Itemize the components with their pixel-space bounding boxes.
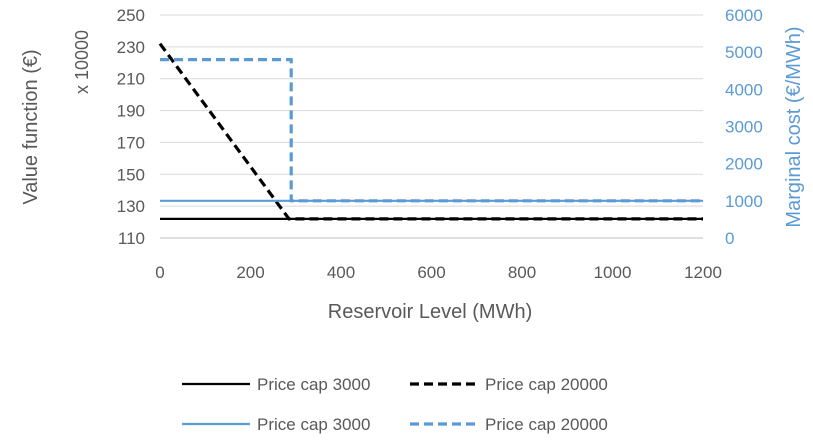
x-tick-label-0: 0 <box>155 263 164 282</box>
y-left-tick-label-5: 210 <box>117 70 145 89</box>
series-line-1 <box>158 42 703 221</box>
y-right-tick-label-0: 0 <box>725 229 734 248</box>
y-right-tick-label-6: 6000 <box>725 6 763 25</box>
y-left-tick-label-6: 230 <box>117 38 145 57</box>
legend-label-3: Price cap 20000 <box>485 415 608 434</box>
x-tick-label-4: 800 <box>508 263 536 282</box>
y-left-tick-label-2: 150 <box>117 165 145 184</box>
x-axis-label: Reservoir Level (MWh) <box>328 301 532 323</box>
y-right-tick-label-3: 3000 <box>725 118 763 137</box>
y-axis-right-label: Marginal cost (€/MWh) <box>783 26 805 227</box>
y-left-tick-label-7: 250 <box>117 6 145 25</box>
grid-lines <box>160 14 703 239</box>
y-left-tick-label-1: 130 <box>117 197 145 216</box>
axis-labels: Reservoir Level (MWh) Value function (€)… <box>20 26 805 323</box>
y-axis-left-multiplier: x 10000 <box>72 30 92 94</box>
y-axis-left-label: Value function (€) <box>20 49 42 204</box>
x-tick-label-5: 1000 <box>594 263 632 282</box>
x-tick-label-3: 600 <box>417 263 445 282</box>
legend-label-1: Price cap 20000 <box>485 375 608 394</box>
series-line-3 <box>160 57 703 203</box>
legend-label-2: Price cap 3000 <box>257 415 370 434</box>
x-tick-label-2: 400 <box>327 263 355 282</box>
x-tick-label-6: 1200 <box>684 263 722 282</box>
legend-label-0: Price cap 3000 <box>257 375 370 394</box>
y-right-tick-label-2: 2000 <box>725 155 763 174</box>
series-lines <box>158 42 703 221</box>
axes: 1101301501701902102302500100020003000400… <box>117 6 763 282</box>
y-right-tick-label-4: 4000 <box>725 80 763 99</box>
y-right-tick-label-5: 5000 <box>725 43 763 62</box>
y-right-tick-label-1: 1000 <box>725 192 763 211</box>
y-left-tick-label-3: 170 <box>117 133 145 152</box>
y-left-tick-label-4: 190 <box>117 102 145 121</box>
y-left-tick-label-0: 110 <box>118 229 145 248</box>
legend: Price cap 3000 Price cap 20000 Price cap 3… <box>182 375 608 434</box>
x-tick-label-1: 200 <box>236 263 264 282</box>
